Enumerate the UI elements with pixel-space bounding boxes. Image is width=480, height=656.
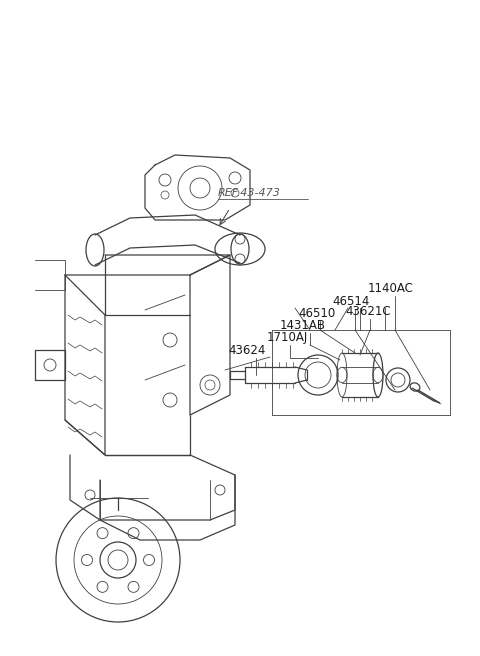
Text: 46510: 46510	[298, 307, 335, 320]
Text: 1431AB: 1431AB	[280, 319, 326, 332]
Text: REF.43-473: REF.43-473	[218, 188, 281, 198]
Text: 1710AJ: 1710AJ	[267, 331, 308, 344]
Text: 46514: 46514	[332, 295, 370, 308]
Text: 1140AC: 1140AC	[368, 282, 414, 295]
Text: 43621C: 43621C	[345, 305, 391, 318]
Text: 43624: 43624	[228, 344, 265, 357]
